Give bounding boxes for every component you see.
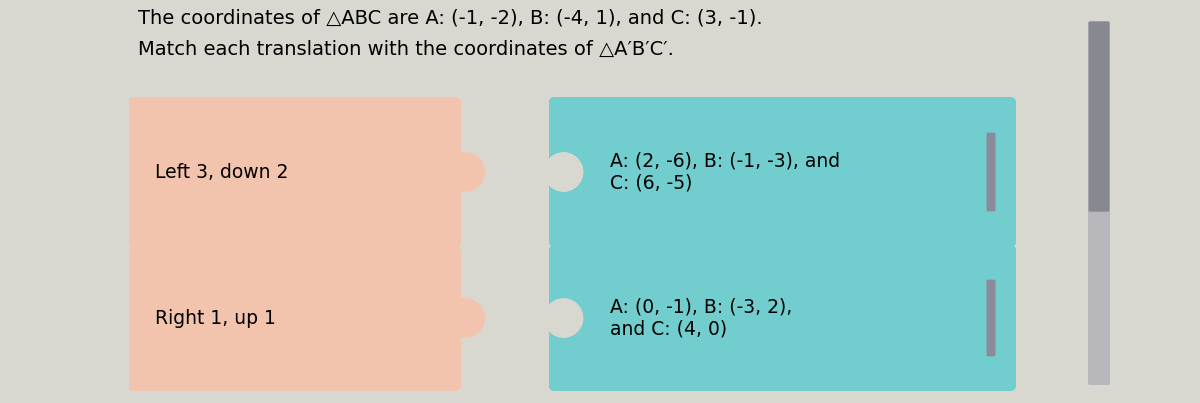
- FancyBboxPatch shape: [1088, 21, 1110, 385]
- FancyBboxPatch shape: [986, 133, 996, 212]
- Text: Match each translation with the coordinates of △A′B′C′.: Match each translation with the coordina…: [138, 40, 674, 59]
- Text: Right 1, up 1: Right 1, up 1: [155, 309, 276, 328]
- Text: Left 3, down 2: Left 3, down 2: [155, 162, 288, 181]
- Circle shape: [545, 299, 582, 337]
- Text: A: (0, -1), B: (-3, 2),
and C: (4, 0): A: (0, -1), B: (-3, 2), and C: (4, 0): [610, 297, 792, 339]
- Circle shape: [545, 153, 582, 191]
- FancyBboxPatch shape: [130, 97, 461, 247]
- Circle shape: [446, 299, 485, 337]
- FancyBboxPatch shape: [550, 245, 1016, 391]
- Circle shape: [545, 299, 582, 337]
- Circle shape: [545, 153, 582, 191]
- FancyBboxPatch shape: [550, 97, 1016, 247]
- Circle shape: [446, 153, 485, 191]
- FancyBboxPatch shape: [986, 280, 996, 356]
- FancyBboxPatch shape: [130, 245, 461, 391]
- Text: The coordinates of △ABC are A: (-1, -2), B: (-4, 1), and C: (3, -1).: The coordinates of △ABC are A: (-1, -2),…: [138, 8, 763, 27]
- FancyBboxPatch shape: [550, 245, 1016, 391]
- Text: A: (2, -6), B: (-1, -3), and
C: (6, -5): A: (2, -6), B: (-1, -3), and C: (6, -5): [610, 152, 840, 193]
- FancyBboxPatch shape: [550, 97, 1016, 247]
- FancyBboxPatch shape: [1088, 21, 1110, 212]
